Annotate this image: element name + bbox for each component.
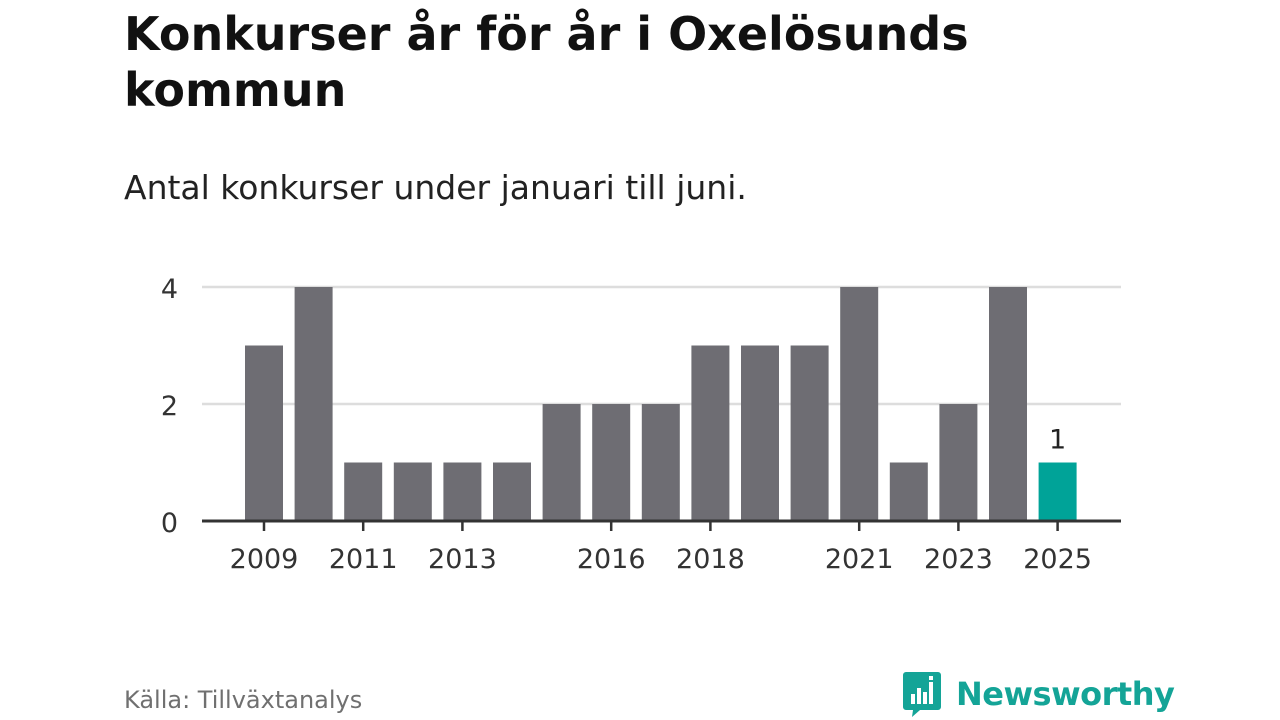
y-tick-label: 2 (161, 391, 178, 422)
y-tick-label: 4 (161, 274, 178, 305)
gridlines (202, 285, 1121, 406)
bar-2023 (939, 404, 978, 521)
bar-chart: 0 2 4 2009 2011 2013 2016 2018 2021 2023 2025 1 (161, 274, 1121, 575)
bar-2019 (741, 345, 779, 521)
data-label-2025: 1 (1049, 425, 1066, 456)
x-tick-label: 2009 (230, 544, 299, 575)
x-tick-label: 2013 (428, 544, 497, 575)
bar-2012 (393, 462, 432, 521)
bar-2015 (542, 404, 581, 521)
bar-2018 (691, 345, 730, 521)
chart-title: Konkurser år för år i Oxelösunds kommun (124, 7, 969, 117)
chart-subtitle: Antal konkurser under januari till juni. (124, 168, 747, 207)
x-tick-label: 2021 (825, 544, 894, 575)
labels: 0 2 4 2009 2011 2013 2016 2018 2021 2023 2025 1 (161, 274, 1092, 575)
x-tick-label: 2011 (329, 544, 398, 575)
x-tick-label: 2023 (924, 544, 993, 575)
brand-name: Newsworthy (956, 675, 1175, 713)
bar-2020 (790, 345, 829, 521)
bar-chart-speech-bubble-icon (903, 672, 941, 717)
x-tick-label: 2016 (577, 544, 646, 575)
y-tick-label: 0 (161, 508, 178, 539)
x-tick-label: 2018 (676, 544, 745, 575)
x-tick-label: 2025 (1023, 544, 1092, 575)
bar-2010 (294, 287, 333, 521)
bar-2024 (989, 287, 1027, 521)
bar-2014 (493, 462, 531, 521)
bar-2013 (443, 462, 482, 521)
bar-2025 (1038, 462, 1077, 521)
bar-2022 (889, 462, 928, 521)
bars (245, 287, 1077, 521)
bar-2016 (592, 404, 631, 521)
bar-2021 (840, 287, 879, 521)
bar-2011 (344, 462, 383, 521)
bar-2009 (245, 345, 283, 521)
bar-2017 (641, 404, 680, 521)
brand-logo: Newsworthy (902, 670, 1175, 718)
axes (202, 519, 1121, 531)
source-note: Källa: Tillväxtanalys (124, 686, 363, 714)
